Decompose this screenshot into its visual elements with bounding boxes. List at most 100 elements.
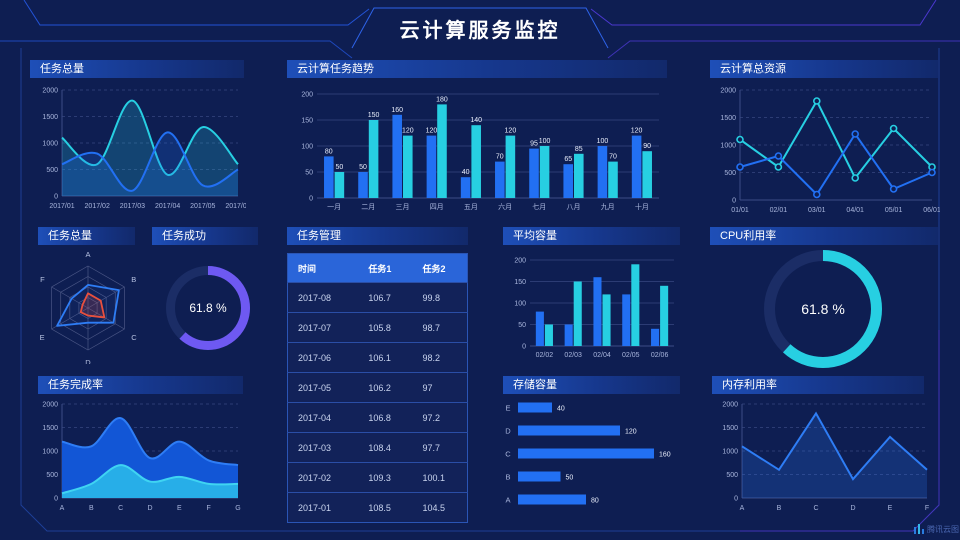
chart-storage: E 40 D 120 C 160 B 50 A 80	[500, 396, 682, 511]
panel-title-cpu-usage: CPU利用率	[710, 227, 938, 245]
table-row[interactable]: 2017-08 106.7 99.8	[287, 282, 468, 313]
table-header-cell: 时间	[287, 253, 359, 283]
svg-text:61.8 %: 61.8 %	[189, 301, 227, 315]
table-cell: 2017-08	[287, 282, 359, 313]
table-cell: 99.8	[412, 282, 468, 313]
svg-text:500: 500	[726, 472, 738, 479]
svg-text:三月: 三月	[396, 203, 410, 211]
svg-text:70: 70	[496, 154, 504, 161]
svg-text:85: 85	[575, 146, 583, 153]
svg-text:120: 120	[505, 128, 517, 135]
task-table-body: 2017-08 106.7 99.8 2017-07 105.8 98.7 2017-06 1…	[287, 282, 468, 523]
table-header-cell: 任务1	[358, 253, 413, 283]
panel-title-completion: 任务完成率	[38, 376, 243, 394]
svg-text:70: 70	[609, 154, 617, 161]
svg-text:150: 150	[514, 279, 526, 286]
svg-text:500: 500	[724, 170, 736, 177]
chart-task-success: 61.8 %	[165, 265, 251, 351]
chart-completion: 0 500 1000 1500 2000 A B C D E F G	[30, 396, 246, 514]
table-header-cell: 任务2	[412, 253, 468, 283]
svg-text:B: B	[89, 505, 94, 512]
svg-text:C: C	[118, 505, 123, 512]
table-row[interactable]: 2017-06 106.1 98.2	[287, 342, 468, 373]
table-cell: 2017-07	[287, 312, 359, 343]
svg-text:100: 100	[514, 301, 526, 308]
svg-text:六月: 六月	[498, 202, 512, 211]
svg-text:100: 100	[597, 138, 609, 145]
svg-text:C: C	[505, 450, 511, 459]
table-row[interactable]: 2017-07 105.8 98.7	[287, 312, 468, 343]
svg-text:E: E	[505, 404, 510, 413]
svg-text:160: 160	[659, 452, 671, 459]
svg-text:A: A	[505, 496, 510, 505]
table-cell: 106.1	[358, 342, 413, 373]
svg-text:C: C	[131, 333, 137, 342]
table-cell: 2017-03	[287, 432, 359, 463]
panel-title-tasks-total-line: 任务总量	[30, 60, 244, 78]
table-row[interactable]: 2017-01 108.5 104.5	[287, 492, 468, 523]
table-cell: 2017-01	[287, 492, 359, 523]
panel-title-task-trend: 云计算任务趋势	[287, 60, 667, 78]
svg-text:A: A	[60, 505, 65, 512]
svg-text:06/01: 06/01	[923, 207, 940, 214]
table-row[interactable]: 2017-02 109.3 100.1	[287, 462, 468, 493]
panel-title-avg-capacity: 平均容量	[503, 227, 680, 245]
watermark: 腾讯云图	[914, 522, 959, 536]
svg-text:1500: 1500	[42, 425, 58, 432]
svg-text:D: D	[147, 505, 152, 512]
svg-text:100: 100	[539, 138, 551, 145]
svg-text:200: 200	[514, 258, 526, 265]
watermark-label: 腾讯云图	[927, 524, 959, 534]
table-cell: 104.5	[412, 492, 468, 523]
svg-text:40: 40	[557, 406, 565, 413]
svg-text:65: 65	[564, 156, 572, 163]
svg-text:05/01: 05/01	[885, 207, 903, 214]
svg-text:0: 0	[54, 496, 58, 503]
table-row[interactable]: 2017-03 108.4 97.7	[287, 432, 468, 463]
svg-text:90: 90	[643, 143, 651, 150]
svg-text:G: G	[235, 505, 240, 512]
svg-text:F: F	[925, 505, 929, 512]
table-cell: 106.2	[358, 372, 413, 403]
svg-text:50: 50	[305, 170, 313, 177]
svg-text:十月: 十月	[635, 202, 649, 211]
svg-text:0: 0	[522, 344, 526, 351]
panel-title-task-success: 任务成功	[152, 227, 258, 245]
svg-text:50: 50	[566, 475, 574, 482]
svg-text:1500: 1500	[42, 114, 58, 121]
svg-text:02/06: 02/06	[651, 352, 669, 359]
svg-text:01/01: 01/01	[731, 207, 749, 214]
svg-text:D: D	[850, 505, 855, 512]
chart-task-trend: 0 50 100 150 200 一月 80 50 二月 50 150 三月 160 120 四月 120 18…	[287, 82, 667, 212]
svg-text:七月: 七月	[532, 202, 546, 211]
svg-text:500: 500	[46, 167, 58, 174]
svg-text:03/01: 03/01	[808, 207, 826, 214]
table-row[interactable]: 2017-05 106.2 97	[287, 372, 468, 403]
table-cell: 98.2	[412, 342, 468, 373]
svg-text:80: 80	[325, 148, 333, 155]
chart-avg-capacity: 0 50 100 150 200 02/02 02/03 02/04 02/05 02/06	[500, 248, 682, 360]
tencent-cloud-logo-icon	[914, 524, 924, 534]
svg-text:61.8 %: 61.8 %	[801, 301, 845, 317]
chart-cpu-usage: 61.8 %	[763, 249, 883, 369]
svg-text:02/04: 02/04	[593, 352, 611, 359]
svg-text:1500: 1500	[720, 115, 736, 122]
svg-text:C: C	[813, 505, 818, 512]
svg-text:02/01: 02/01	[770, 207, 788, 214]
svg-text:0: 0	[734, 496, 738, 503]
svg-text:160: 160	[391, 107, 403, 114]
svg-text:A: A	[85, 252, 90, 259]
svg-text:50: 50	[518, 322, 526, 329]
svg-text:2017/05: 2017/05	[190, 203, 215, 210]
svg-text:140: 140	[470, 117, 482, 124]
svg-text:100: 100	[301, 144, 313, 151]
chart-total-resources: 0 500 1000 1500 2000 01/01 02/01 03/01 04/01 05/0…	[708, 82, 940, 216]
table-cell: 97	[412, 372, 468, 403]
table-row[interactable]: 2017-04 106.8 97.2	[287, 402, 468, 433]
svg-text:50: 50	[335, 164, 343, 171]
svg-text:2000: 2000	[42, 88, 58, 95]
task-table-header: 时间 任务1 任务2	[287, 253, 468, 283]
svg-text:2017/02: 2017/02	[85, 203, 110, 210]
svg-text:B: B	[505, 473, 510, 482]
panel-title-total-resources: 云计算总资源	[710, 60, 938, 78]
